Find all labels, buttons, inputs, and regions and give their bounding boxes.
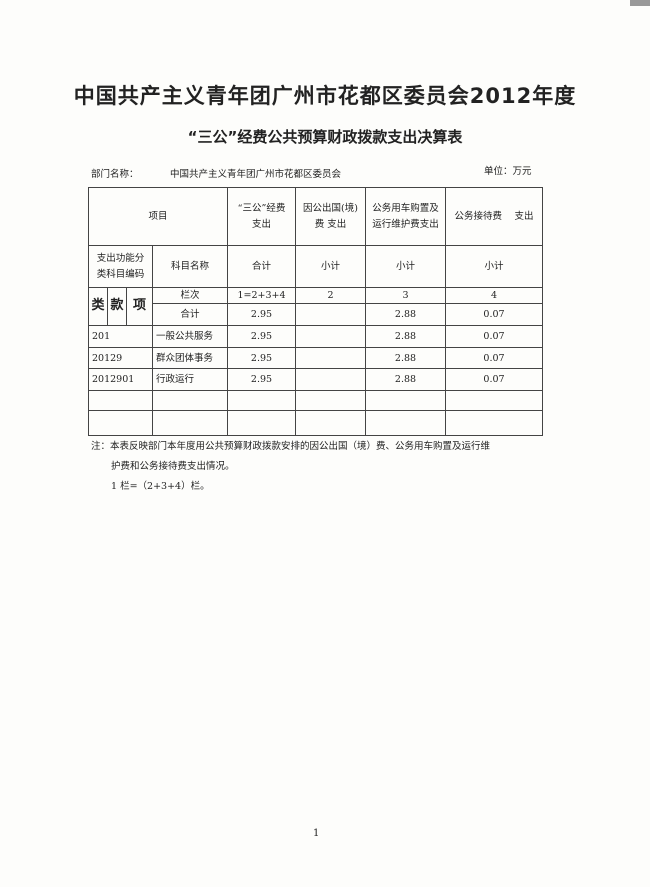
header-col3-line1: 公务用车购置及 bbox=[372, 203, 439, 215]
empty-cell bbox=[152, 410, 228, 437]
row-col4: 0.07 bbox=[445, 325, 543, 349]
header2-col1: 合计 bbox=[227, 245, 296, 288]
row-col3: 2.88 bbox=[365, 325, 446, 349]
row-col4: 0.07 bbox=[445, 368, 543, 392]
lanci-col2: 2 bbox=[295, 286, 366, 305]
empty-cell bbox=[88, 390, 153, 412]
total-col1: 2.95 bbox=[227, 303, 296, 327]
row-col2 bbox=[295, 347, 366, 370]
row-code: 20129 bbox=[88, 347, 153, 370]
total-col3: 2.88 bbox=[365, 303, 446, 327]
header2-col2: 小计 bbox=[295, 245, 366, 288]
dept-label: 部门名称： bbox=[91, 169, 139, 180]
header-col1-line1: “三公”经费 bbox=[237, 203, 286, 215]
lanci-name: 栏次 bbox=[152, 286, 228, 305]
empty-cell bbox=[365, 410, 446, 437]
header-item: 项目 bbox=[88, 187, 228, 246]
kuan-label: 款 bbox=[107, 286, 127, 327]
header-col2-line1: 因公出国(境) bbox=[303, 203, 358, 215]
lanci-col4: 4 bbox=[445, 286, 543, 305]
header-col4: 公务接待费 支出 bbox=[445, 187, 543, 246]
header-col1-line2: 支出 bbox=[251, 218, 271, 230]
lanci-col1: 1=2+3+4 bbox=[227, 286, 296, 305]
row-col1: 2.95 bbox=[227, 368, 296, 392]
row-col3: 2.88 bbox=[365, 347, 446, 370]
lanci-row: 类 款 项 栏次 1=2+3+4 2 3 4 bbox=[88, 286, 543, 327]
header-code-line1: 支出功能分 bbox=[96, 253, 145, 265]
empty-cell bbox=[227, 410, 296, 437]
total-row: 合计 2.95 2.88 0.07 bbox=[89, 303, 543, 327]
table-row: 201 一般公共服务 2.95 2.88 0.07 bbox=[88, 325, 543, 349]
xiang-label: 项 bbox=[126, 286, 153, 327]
header-code-line2: 类科目编码 bbox=[96, 268, 145, 280]
dept-value: 中国共产主义青年团广州市花都区委员会 bbox=[170, 169, 342, 180]
table-note: 注：本表反映部门本年度用公共预算财政拨款安排的因公出国（境）费、公务用车购置及运… bbox=[91, 437, 551, 497]
header2-col4: 小计 bbox=[445, 245, 543, 288]
empty-cell bbox=[88, 410, 153, 437]
empty-cell bbox=[295, 390, 366, 412]
total-name: 合计 bbox=[152, 303, 228, 327]
empty-cell bbox=[365, 390, 446, 412]
empty-cell bbox=[295, 410, 366, 437]
header-code: 支出功能分类科目编码 bbox=[88, 245, 153, 288]
empty-cell bbox=[152, 390, 228, 412]
header-col3: 公务用车购置及 运行维护费支出 bbox=[365, 187, 446, 246]
row-col1: 2.95 bbox=[227, 325, 296, 349]
header-row-2: 支出功能分类科目编码 科目名称 合计 小计 小计 小计 bbox=[88, 245, 543, 288]
note-line-2: 护费和公务接待费支出情况。 bbox=[111, 461, 235, 472]
header-col2-line2: 费 支出 bbox=[314, 218, 347, 230]
lei-label: 类 bbox=[88, 286, 108, 327]
page-subtitle: “三公”经费公共预算财政拨款支出决算表 bbox=[187, 128, 463, 146]
row-col4: 0.07 bbox=[445, 347, 543, 370]
total-col2 bbox=[295, 303, 366, 327]
row-code: 2012901 bbox=[88, 368, 153, 392]
row-name: 群众团体事务 bbox=[152, 347, 228, 370]
header-col1: “三公”经费 支出 bbox=[227, 187, 296, 246]
row-col3: 2.88 bbox=[365, 368, 446, 392]
row-code: 201 bbox=[88, 325, 153, 349]
page-number: 1 bbox=[313, 828, 320, 839]
page-title: 中国共产主义青年团广州市花都区委员会2012年度 bbox=[73, 84, 577, 108]
row-name: 行政运行 bbox=[152, 368, 228, 392]
unit-label: 单位：万元 bbox=[484, 166, 532, 177]
table-row: 20129 群众团体事务 2.95 2.88 0.07 bbox=[88, 347, 543, 370]
header-col2: 因公出国(境) 费 支出 bbox=[295, 187, 366, 246]
row-col1: 2.95 bbox=[227, 347, 296, 370]
empty-row bbox=[88, 390, 543, 412]
scan-edge-mark bbox=[630, 0, 650, 6]
header2-col3: 小计 bbox=[365, 245, 446, 288]
row-col2 bbox=[295, 325, 366, 349]
total-col4: 0.07 bbox=[445, 303, 543, 327]
header-name: 科目名称 bbox=[152, 245, 228, 288]
note-line-3: 1 栏=（2+3+4）栏。 bbox=[111, 481, 210, 492]
empty-row bbox=[88, 410, 543, 437]
empty-cell bbox=[445, 410, 543, 437]
row-name: 一般公共服务 bbox=[152, 325, 228, 349]
header-row-1: 项目 “三公”经费 支出 因公出国(境) 费 支出 公务用车购置及 运行维护费支出 公… bbox=[88, 187, 543, 246]
lanci-col3: 3 bbox=[365, 286, 446, 305]
expenditure-table: 项目 “三公”经费 支出 因公出国(境) 费 支出 公务用车购置及 运行维护费支出 公… bbox=[88, 187, 543, 437]
note-line-1: 注：本表反映部门本年度用公共预算财政拨款安排的因公出国（境）费、公务用车购置及运… bbox=[91, 441, 491, 452]
empty-cell bbox=[445, 390, 543, 412]
header-col3-line2: 运行维护费支出 bbox=[372, 218, 439, 230]
table-row: 2012901 行政运行 2.95 2.88 0.07 bbox=[88, 368, 543, 392]
empty-cell bbox=[227, 390, 296, 412]
row-col2 bbox=[295, 368, 366, 392]
